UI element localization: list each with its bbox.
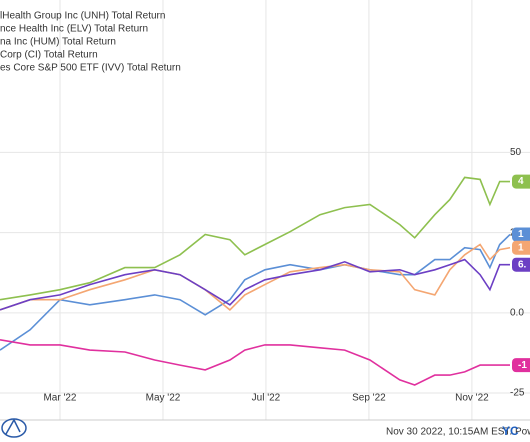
end-label: 1 (518, 242, 524, 253)
logo[interactable]: YC (502, 424, 519, 438)
end-label: 6. (518, 259, 527, 270)
logo-left (1, 418, 27, 438)
x-tick-label: Jul '22 (252, 393, 281, 404)
series-line (0, 176, 510, 301)
x-tick-label: Mar '22 (43, 393, 76, 404)
end-label-box (512, 227, 530, 242)
series-line (0, 243, 511, 311)
grid (0, 0, 530, 420)
legend-label: na Inc (HUM) Total Return (0, 37, 116, 48)
legend-label: Corp (CI) Total Return (0, 50, 98, 61)
series-line (0, 233, 511, 351)
footer: Nov 30 2022, 10:15AM EST. Powered by (386, 427, 530, 438)
end-label-box (512, 174, 530, 189)
end-label-box (512, 358, 530, 373)
end-label: -1 (518, 360, 527, 371)
x-tick-label: May '22 (146, 393, 181, 404)
end-label-box (512, 240, 530, 255)
legend-label: es Core S&P 500 ETF (IVV) Total Return (0, 63, 181, 74)
lines (0, 176, 511, 386)
series-line (0, 339, 510, 386)
series-line (0, 258, 510, 311)
y-tick-label: 50 (510, 147, 522, 158)
x-tick-label: Sep '22 (352, 393, 386, 404)
end-label-box (512, 257, 530, 272)
legend-label: lHealth Group Inc (UNH) Total Return (0, 11, 165, 22)
end-label: 4 (518, 176, 524, 187)
y-tick-label: 0.0 (510, 307, 524, 318)
legend-label: nce Health Inc (ELV) Total Return (0, 24, 148, 35)
end-label: 1 (518, 229, 524, 240)
y-tick-label: -25 (510, 388, 525, 399)
x-tick-label: Nov '22 (455, 393, 489, 404)
